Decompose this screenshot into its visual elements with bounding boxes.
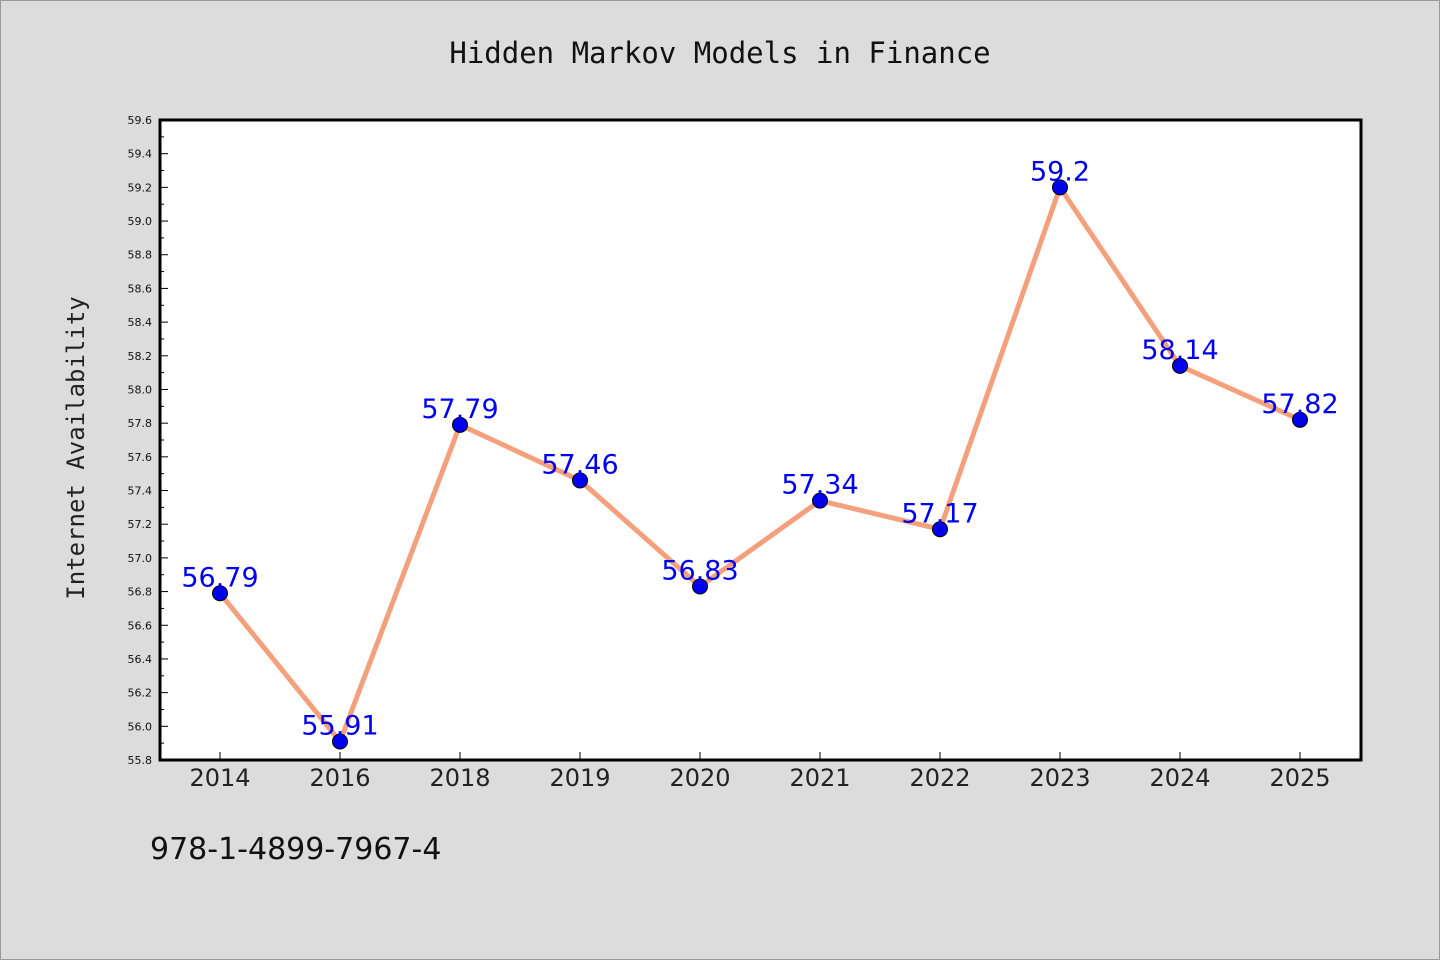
- y-tick-label: 56.4: [128, 653, 153, 666]
- data-labels: 56.79 55.91 57.79 57.46 56.83 57.34 57.17 59.2 5…: [181, 156, 1338, 741]
- x-tick-label: 2022: [909, 764, 970, 792]
- chart-title: Hidden Markov Models in Finance: [449, 36, 990, 70]
- data-point-marker: [572, 472, 588, 489]
- data-point-label: 59.2: [1030, 156, 1090, 187]
- x-tick-label: 2014: [189, 764, 250, 792]
- x-tick-label: 2020: [669, 764, 730, 792]
- y-tick-label: 55.8: [128, 754, 153, 767]
- y-tick-label: 59.4: [128, 148, 153, 161]
- y-tick-label: 59.6: [128, 114, 153, 127]
- x-tick-label: 2021: [789, 764, 850, 792]
- y-tick-label: 58.0: [128, 383, 153, 396]
- data-point-label: 57.17: [901, 498, 978, 529]
- data-point-label: 58.14: [1141, 335, 1218, 366]
- data-point-marker: [932, 521, 948, 538]
- y-tick-label: 56.8: [128, 586, 153, 599]
- plot-area: [158, 118, 1363, 762]
- y-tick-label: 56.0: [128, 720, 153, 733]
- data-point-marker: [692, 578, 708, 595]
- data-point-label: 55.91: [301, 710, 378, 741]
- x-axis: 2014 2016 2018 2019 2020 2021 2022 2023 2024 2025: [189, 752, 1331, 792]
- y-tick-label: 58.2: [128, 350, 153, 363]
- data-point-marker: [1292, 411, 1308, 428]
- data-point-label: 57.82: [1261, 389, 1338, 420]
- data-point-marker: [212, 585, 228, 602]
- x-tick-label: 2016: [309, 764, 370, 792]
- x-tick-label: 2018: [429, 764, 490, 792]
- y-axis: 55.8 56.0 56.2 56.4 56.6 56.8 57.0 57.2 57.4 57.6…: [128, 114, 168, 767]
- x-tick-label: 2023: [1029, 764, 1090, 792]
- y-tick-label: 59.2: [128, 181, 153, 194]
- data-point-label: 57.34: [781, 470, 858, 501]
- y-tick-label: 58.6: [128, 282, 153, 295]
- y-tick-label: 57.4: [128, 485, 153, 498]
- y-tick-label: 57.0: [128, 552, 153, 565]
- data-point-marker: [1052, 179, 1068, 196]
- data-point-label: 56.79: [181, 562, 258, 593]
- y-tick-label: 56.2: [128, 687, 153, 700]
- data-point-label: 57.46: [541, 449, 618, 480]
- x-tick-label: 2025: [1269, 764, 1330, 792]
- data-point-label: 57.79: [421, 394, 498, 425]
- data-point-marker: [452, 416, 468, 433]
- y-axis-label: Internet Availability: [62, 296, 90, 599]
- y-tick-label: 59.0: [128, 215, 153, 228]
- data-markers: [212, 179, 1308, 750]
- data-point-marker: [812, 492, 828, 509]
- isbn-footer: 978-1-4899-7967-4: [150, 832, 442, 867]
- y-tick-label: 58.8: [128, 249, 153, 262]
- y-tick-label: 57.2: [128, 518, 153, 531]
- y-tick-label: 57.8: [128, 417, 153, 430]
- series-line: [217, 184, 1303, 744]
- data-point-marker: [332, 733, 348, 750]
- y-tick-label: 58.4: [128, 316, 153, 329]
- x-tick-label: 2024: [1149, 764, 1210, 792]
- data-point-marker: [1172, 357, 1188, 374]
- y-tick-label: 57.6: [128, 451, 153, 464]
- x-tick-label: 2019: [549, 764, 610, 792]
- data-point-label: 56.83: [661, 556, 738, 587]
- y-tick-label: 56.6: [128, 619, 153, 632]
